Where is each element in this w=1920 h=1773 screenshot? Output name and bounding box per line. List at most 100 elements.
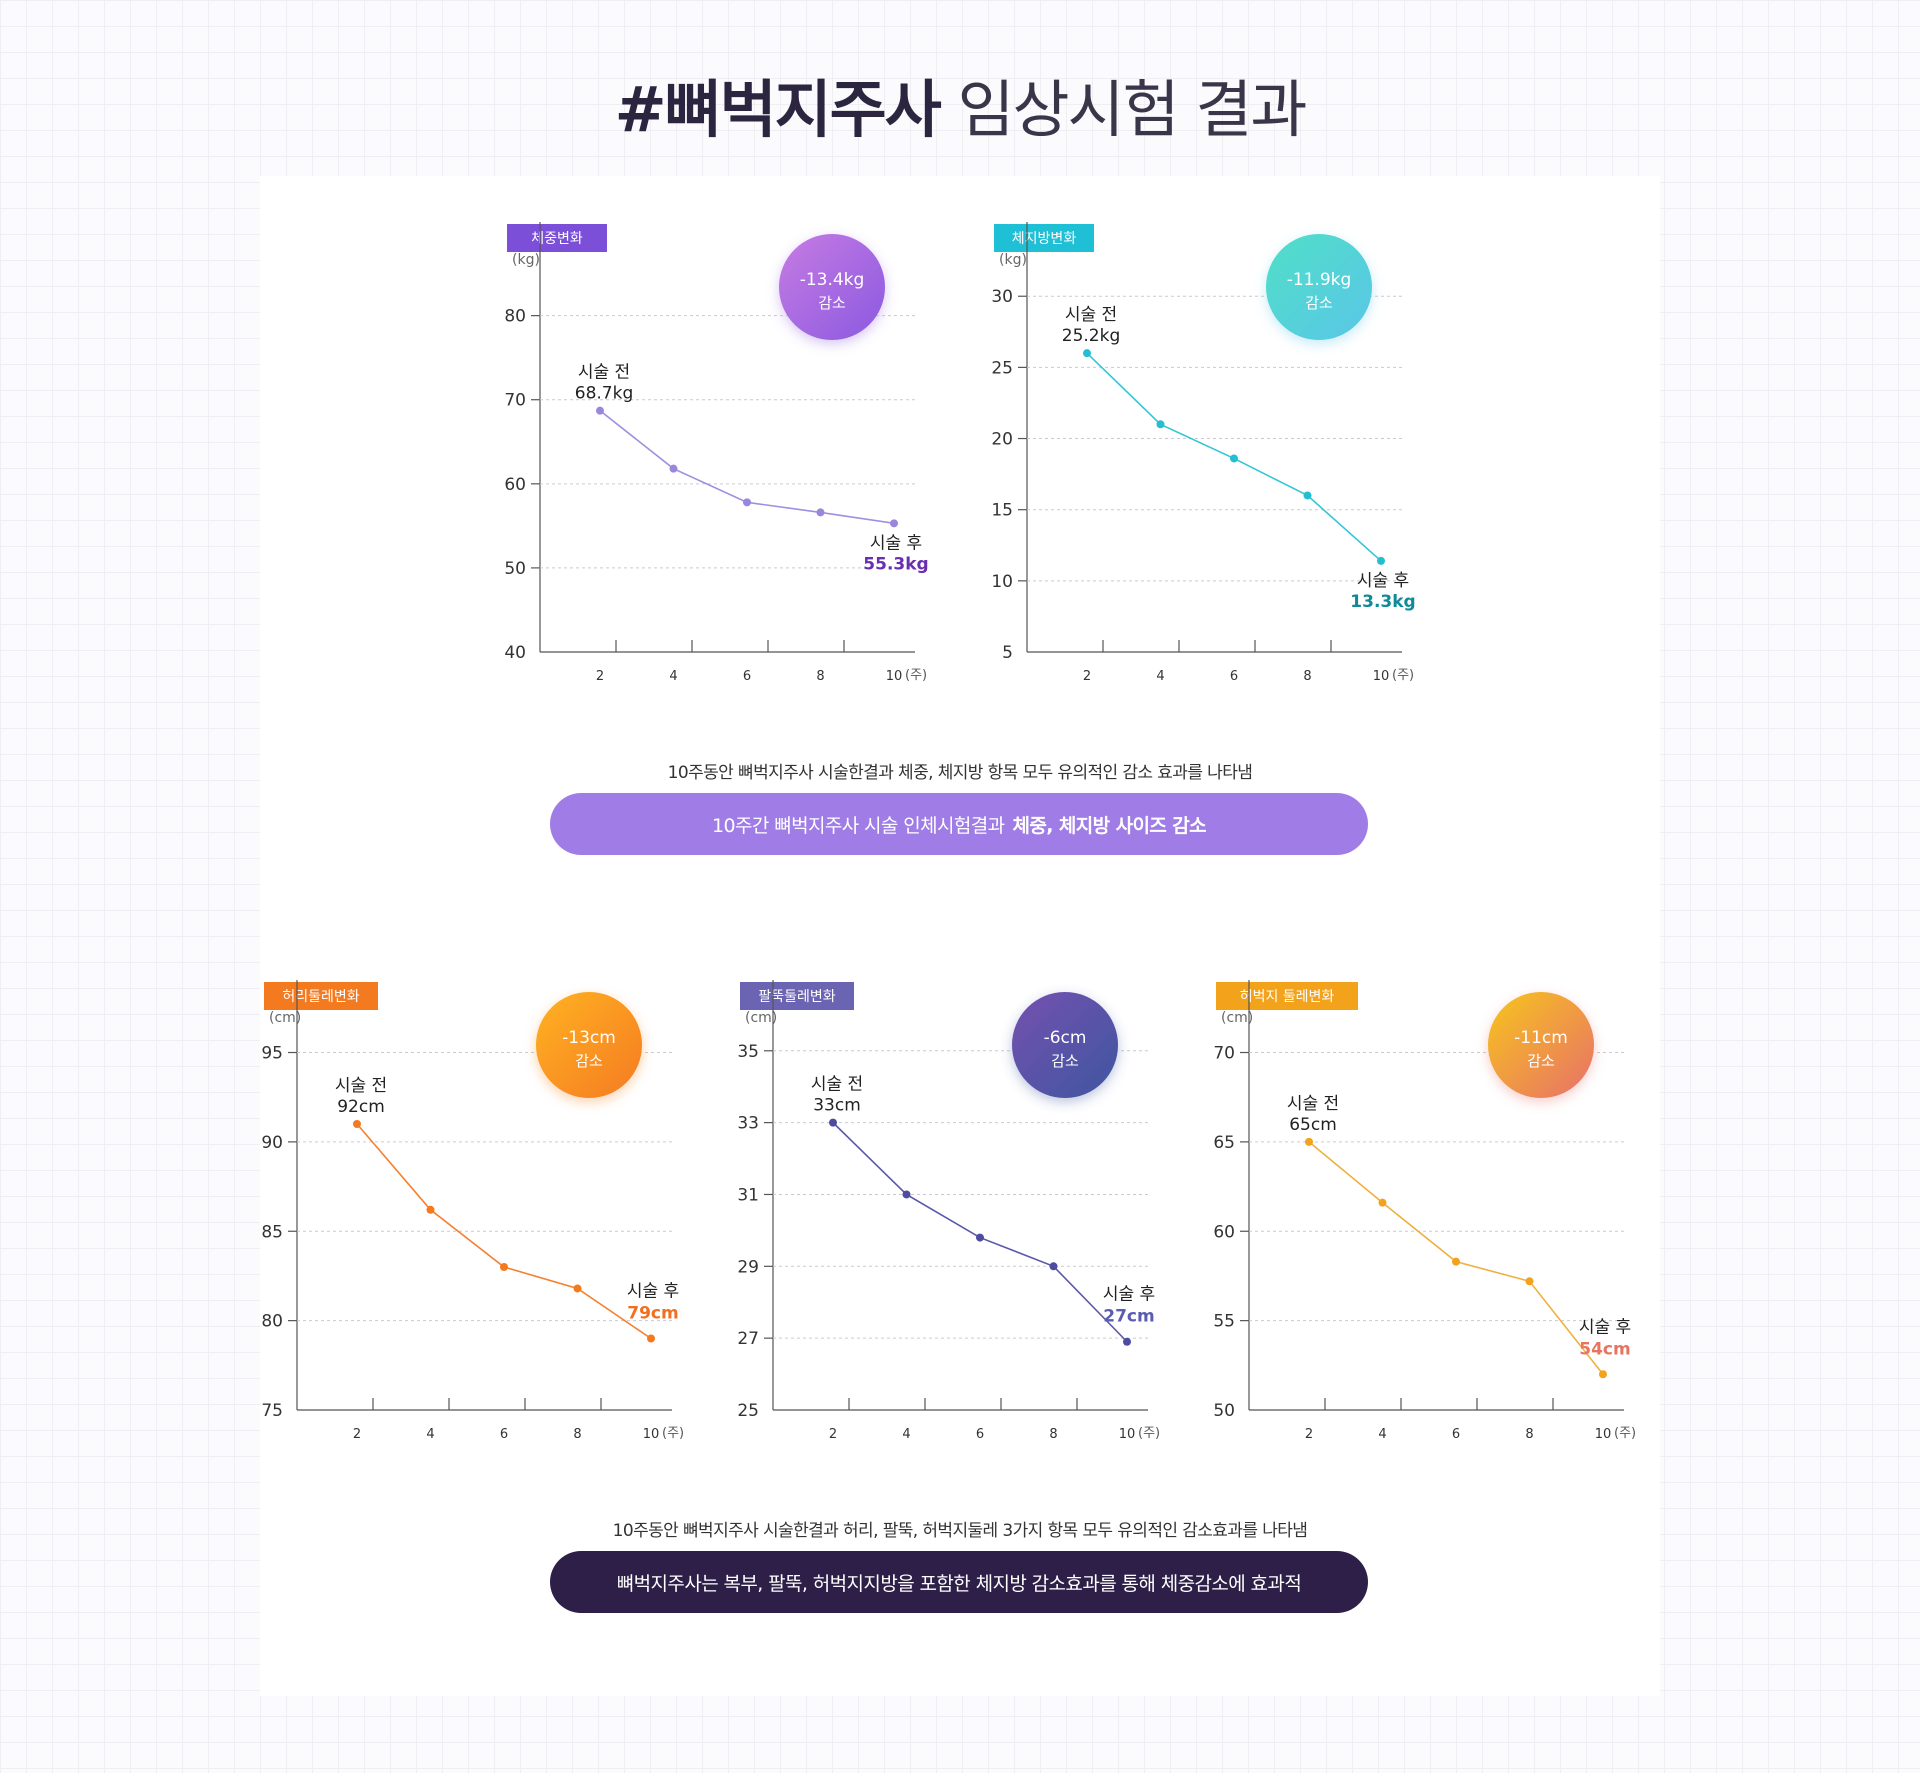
reduction-bubble — [536, 992, 642, 1098]
end-label-title: 시술 후 — [1579, 1317, 1631, 1337]
x-tick-label: 10 — [886, 669, 903, 684]
x-tick-label: 2 — [829, 1427, 837, 1442]
chart-title-tag — [264, 982, 378, 1010]
start-label-value: 65cm — [1289, 1115, 1337, 1135]
data-point — [1525, 1277, 1534, 1286]
series-line — [832, 1122, 1128, 1343]
y-tick-label: 85 — [261, 1222, 283, 1242]
x-tick-label: 6 — [1452, 1427, 1460, 1442]
x-unit-label: (주) — [905, 668, 927, 683]
x-tick-label: 4 — [1378, 1427, 1386, 1442]
end-label-value: 55.3kg — [863, 554, 928, 574]
reduction-text: 감소 — [1305, 294, 1333, 312]
x-tick-label: 6 — [743, 669, 751, 684]
y-tick-label: 80 — [261, 1312, 283, 1332]
y-unit-label: (kg) — [512, 252, 540, 268]
y-tick-label: 20 — [991, 430, 1013, 450]
chart-title-tag — [1216, 982, 1358, 1010]
start-label-value: 33cm — [813, 1096, 861, 1116]
y-tick-label: 50 — [504, 559, 526, 579]
y-tick-label: 35 — [737, 1042, 759, 1062]
start-label-title: 시술 전 — [1065, 305, 1117, 325]
reduction-bubble — [1488, 992, 1594, 1098]
start-label-title: 시술 전 — [335, 1076, 387, 1096]
y-tick-label: 65 — [1213, 1133, 1235, 1153]
x-tick-label: 2 — [353, 1427, 361, 1442]
data-point — [1049, 1262, 1058, 1271]
section2-banner: 뼈벅지주사는 복부, 팔뚝, 허벅지지방을 포함한 체지방 감소효과를 통해 체… — [550, 1551, 1368, 1613]
y-tick-label: 60 — [504, 475, 526, 495]
x-tick-label: 6 — [1230, 669, 1238, 684]
reduction-bubble — [779, 234, 885, 340]
reduction-text: 감소 — [575, 1052, 603, 1070]
data-point — [890, 519, 898, 528]
x-unit-label: (주) — [1392, 668, 1414, 683]
data-point — [902, 1190, 911, 1199]
chart-title-tag — [507, 224, 607, 252]
y-tick-label: 5 — [1002, 643, 1013, 663]
page-title-bold: #뼈벅지주사 — [614, 73, 942, 146]
y-tick-label: 15 — [991, 501, 1013, 521]
data-point — [426, 1205, 435, 1214]
data-point — [596, 406, 604, 415]
y-tick-label: 55 — [1213, 1312, 1235, 1332]
y-tick-label: 25 — [991, 358, 1013, 378]
end-label-value: 27cm — [1103, 1307, 1154, 1327]
x-tick-label: 2 — [596, 669, 604, 684]
x-tick-label: 10 — [643, 1427, 660, 1442]
start-label-title: 시술 전 — [1287, 1094, 1339, 1114]
chart-title: 허벅지 둘레변화 — [1240, 989, 1335, 1005]
x-tick-label: 4 — [902, 1427, 910, 1442]
data-point — [976, 1233, 984, 1242]
start-label-value: 92cm — [337, 1097, 385, 1117]
start-label-value: 25.2kg — [1062, 326, 1121, 346]
y-tick-label: 29 — [737, 1257, 759, 1277]
end-label-title: 시술 후 — [1357, 571, 1409, 591]
x-tick-label: 6 — [500, 1427, 508, 1442]
start-label-title: 시술 전 — [578, 363, 630, 383]
data-point — [1303, 491, 1312, 500]
data-point — [1599, 1370, 1607, 1379]
end-label-value: 79cm — [627, 1304, 678, 1324]
section1-banner: 10주간 뼈벅지주사 시술 인체시험결과 체중, 체지방 사이즈 감소 — [550, 793, 1368, 855]
end-label-title: 시술 후 — [870, 533, 922, 553]
end-label-value: 54cm — [1579, 1339, 1630, 1359]
x-tick-label: 8 — [573, 1427, 581, 1442]
data-point — [353, 1120, 361, 1129]
x-tick-label: 10 — [1595, 1427, 1612, 1442]
start-label-value: 68.7kg — [575, 384, 634, 404]
x-tick-label: 10 — [1373, 669, 1390, 684]
y-tick-label: 31 — [737, 1185, 759, 1205]
content-panel — [260, 176, 1660, 1696]
y-tick-label: 27 — [737, 1329, 759, 1349]
data-point — [1230, 454, 1238, 463]
page-title-light: 임상시험 결과 — [957, 73, 1307, 146]
reduction-value: -13.4kg — [800, 270, 865, 290]
data-point — [647, 1334, 655, 1343]
reduction-text: 감소 — [1527, 1052, 1555, 1070]
y-tick-label: 70 — [1213, 1044, 1235, 1064]
y-tick-label: 30 — [991, 287, 1013, 307]
end-label-title: 시술 후 — [1103, 1285, 1155, 1305]
y-tick-label: 25 — [737, 1401, 759, 1421]
page-title: #뼈벅지주사 임상시험 결과 — [0, 70, 1920, 150]
data-point — [500, 1263, 508, 1272]
start-label-title: 시술 전 — [811, 1075, 863, 1095]
y-unit-label: (cm) — [269, 1010, 301, 1026]
reduction-bubble — [1012, 992, 1118, 1098]
x-unit-label: (주) — [1138, 1426, 1160, 1441]
chart-title: 팔뚝둘레변화 — [758, 989, 835, 1005]
y-unit-label: (kg) — [999, 252, 1027, 268]
data-point — [1452, 1257, 1460, 1266]
chart-title: 허리둘레변화 — [282, 989, 359, 1005]
data-point — [573, 1284, 582, 1293]
data-point — [1156, 420, 1165, 429]
x-unit-label: (주) — [1614, 1426, 1636, 1441]
x-tick-label: 2 — [1083, 669, 1091, 684]
y-tick-label: 80 — [504, 307, 526, 327]
reduction-value: -6cm — [1044, 1028, 1087, 1048]
chart-title-tag — [740, 982, 854, 1010]
